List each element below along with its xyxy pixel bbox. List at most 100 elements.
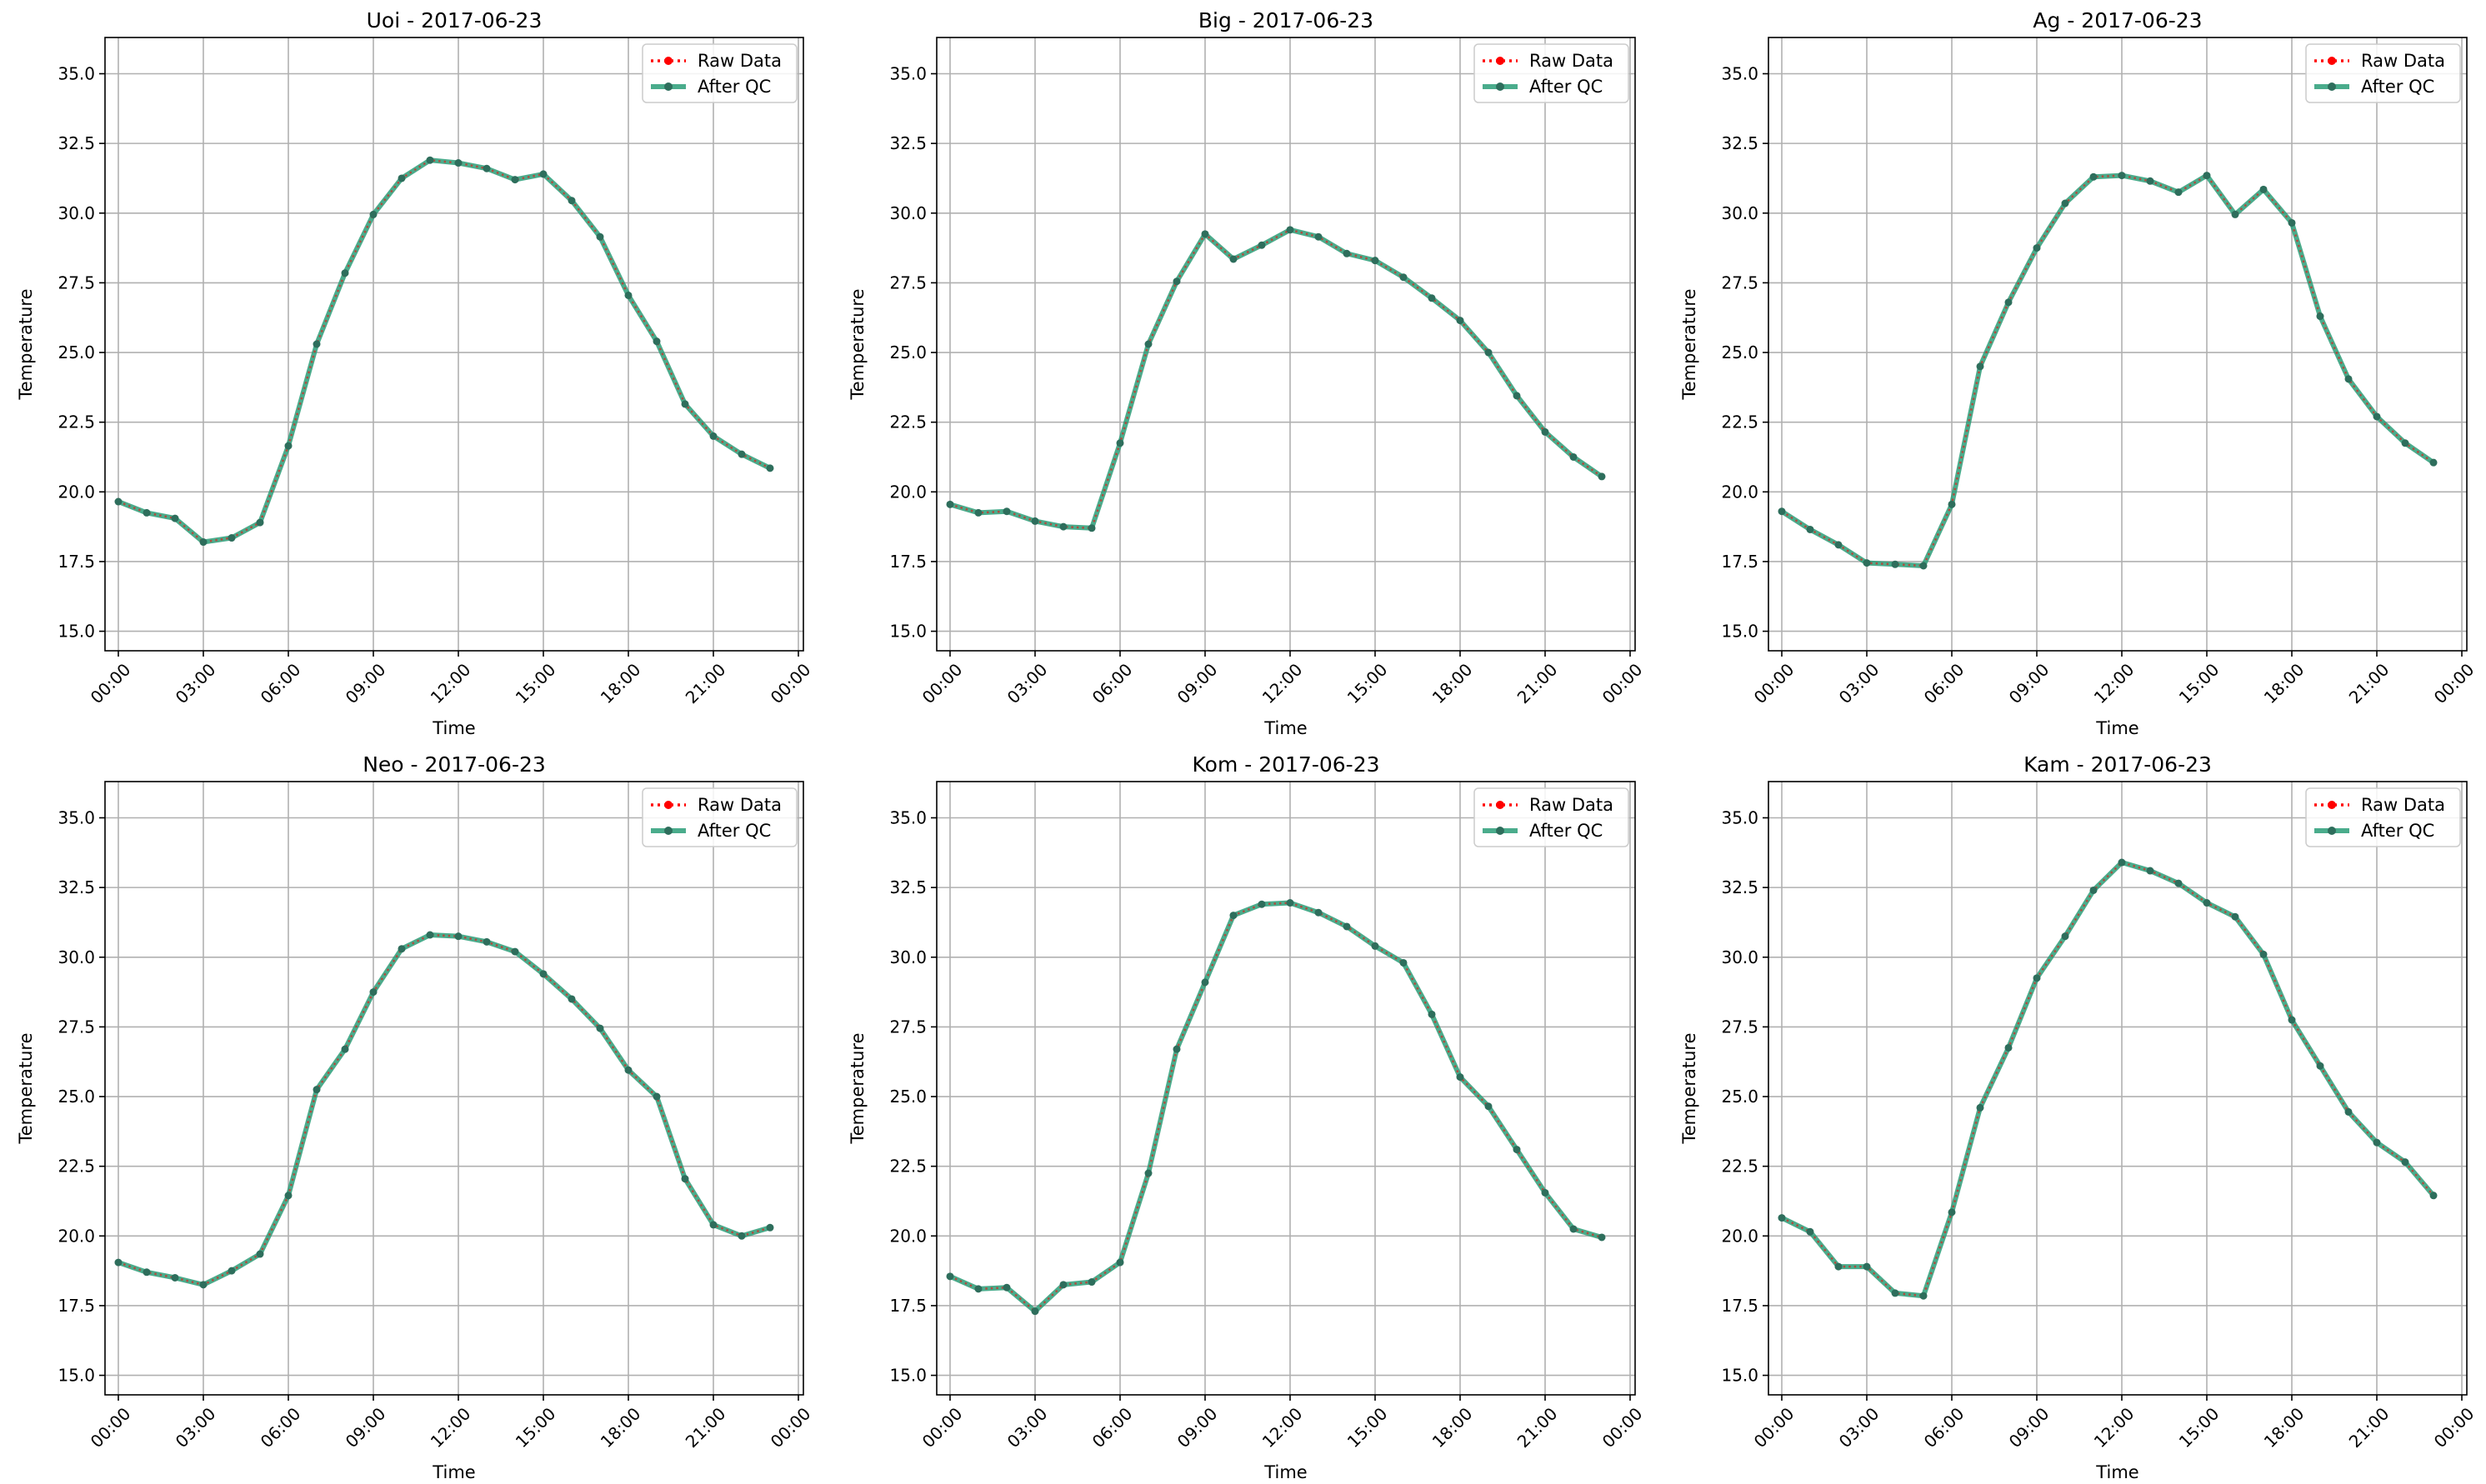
x-tick-label: 12:00 <box>2090 1403 2138 1452</box>
legend-marker-after-qc <box>664 827 673 835</box>
grid <box>937 782 1635 1395</box>
data-point <box>596 1024 604 1032</box>
data-point <box>171 514 179 522</box>
data-point <box>1513 1146 1521 1154</box>
data-point <box>2288 1016 2296 1024</box>
x-tick-label: 03:00 <box>1835 659 1883 707</box>
y-tick-label: 17.5 <box>58 552 95 572</box>
x-axis-label: Time <box>2095 718 2138 738</box>
data-point <box>1919 1292 1928 1300</box>
data-point <box>1806 525 1814 533</box>
data-point <box>1314 908 1323 917</box>
series-group <box>946 899 1606 1316</box>
legend-marker-after-qc <box>1496 82 1504 91</box>
data-point <box>199 538 208 547</box>
chart-title: Kom - 2017-06-23 <box>1193 752 1380 777</box>
data-point <box>738 1232 746 1240</box>
series-line-raw-data <box>118 158 771 543</box>
data-point <box>454 932 463 941</box>
data-point <box>946 500 954 508</box>
data-point <box>1948 500 1956 508</box>
data-point <box>738 450 746 458</box>
y-tick-label: 32.5 <box>889 133 927 153</box>
data-point <box>1371 257 1379 265</box>
data-point <box>313 1086 321 1094</box>
x-tick-label: 21:00 <box>1513 1403 1562 1452</box>
y-tick-label: 25.0 <box>889 1087 927 1107</box>
y-tick-label: 30.0 <box>889 203 927 223</box>
x-tick-label: 18:00 <box>597 659 645 707</box>
data-point <box>426 156 434 164</box>
legend-label-raw-data: Raw Data <box>698 795 782 815</box>
grid <box>937 37 1635 651</box>
chart-panel: 15.0 17.5 20.0 22.5 25.0 27.5 30.0 32.5 35.0 00:0… <box>1679 8 2478 738</box>
data-point <box>766 464 774 472</box>
data-point <box>2203 899 2211 907</box>
data-point <box>1371 942 1379 950</box>
series-line-raw-data <box>949 228 1603 530</box>
data-point <box>341 1045 349 1053</box>
data-point <box>483 937 491 946</box>
y-tick-label: 30.0 <box>889 947 927 967</box>
legend: Raw Data After QC <box>1473 787 1629 847</box>
data-point <box>1513 392 1521 400</box>
data-point <box>1863 559 1871 567</box>
data-point <box>369 210 378 218</box>
x-tick-label: 00:00 <box>1750 659 1798 707</box>
data-point <box>1144 1169 1153 1177</box>
data-point <box>1201 230 1209 238</box>
axes-frame <box>104 37 804 652</box>
data-point <box>143 1268 151 1277</box>
chart-title: Kam - 2017-06-23 <box>2023 752 2212 777</box>
legend-marker-raw-data <box>2328 801 2336 809</box>
y-tick-label: 17.5 <box>58 1296 95 1316</box>
data-point <box>2344 1107 2353 1116</box>
x-tick-label: 21:00 <box>682 1403 730 1452</box>
data-point <box>2033 974 2041 982</box>
data-point <box>653 1092 661 1101</box>
x-tick-label: 00:00 <box>1750 1403 1798 1452</box>
data-point <box>2089 172 2098 181</box>
y-tick-label: 17.5 <box>1721 552 1758 572</box>
chart-panel: 15.0 17.5 20.0 22.5 25.0 27.5 30.0 32.5 35.0 00:0… <box>848 752 1646 1482</box>
legend: Raw Data After QC <box>1473 43 1629 103</box>
x-tick-label: 00:00 <box>767 659 815 707</box>
data-point <box>483 164 491 172</box>
data-point <box>1286 899 1294 907</box>
x-tick-label: 12:00 <box>427 659 475 707</box>
data-point <box>2316 312 2324 321</box>
data-point <box>681 1175 689 1183</box>
y-tick-label: 30.0 <box>58 203 95 223</box>
x-tick-label: 09:00 <box>2005 1403 2053 1452</box>
legend: Raw Data After QC <box>2305 43 2461 103</box>
x-tick-label: 21:00 <box>2345 1403 2393 1452</box>
data-point <box>511 947 519 956</box>
y-tick-label: 25.0 <box>1721 1087 1758 1107</box>
data-point <box>1598 472 1606 481</box>
data-point <box>1258 241 1266 249</box>
data-point <box>1598 1233 1606 1242</box>
y-tick-label: 25.0 <box>889 342 927 362</box>
data-point <box>369 988 378 997</box>
data-point <box>1484 1102 1493 1111</box>
x-tick-label: 15:00 <box>512 1403 560 1452</box>
data-point <box>539 970 548 978</box>
data-point <box>143 508 151 517</box>
x-tick-label: 18:00 <box>597 1403 645 1452</box>
y-tick-label: 17.5 <box>889 552 927 572</box>
x-axis-label: Time <box>432 1462 475 1482</box>
x-tick-label: 09:00 <box>342 659 390 707</box>
data-point <box>681 400 689 408</box>
legend: Raw Data After QC <box>642 43 798 103</box>
series-group <box>114 156 774 547</box>
data-point <box>171 1273 179 1282</box>
data-point <box>709 1221 718 1229</box>
data-point <box>1456 1073 1464 1082</box>
legend-marker-raw-data <box>1496 57 1504 65</box>
legend-marker-raw-data <box>664 801 673 809</box>
x-tick-label: 09:00 <box>342 1403 390 1452</box>
x-tick-label: 12:00 <box>2090 659 2138 707</box>
chart-panel: 15.0 17.5 20.0 22.5 25.0 27.5 30.0 32.5 35.0 00:0… <box>16 752 814 1482</box>
data-point <box>1286 226 1294 234</box>
x-tick-label: 03:00 <box>1003 1403 1052 1452</box>
